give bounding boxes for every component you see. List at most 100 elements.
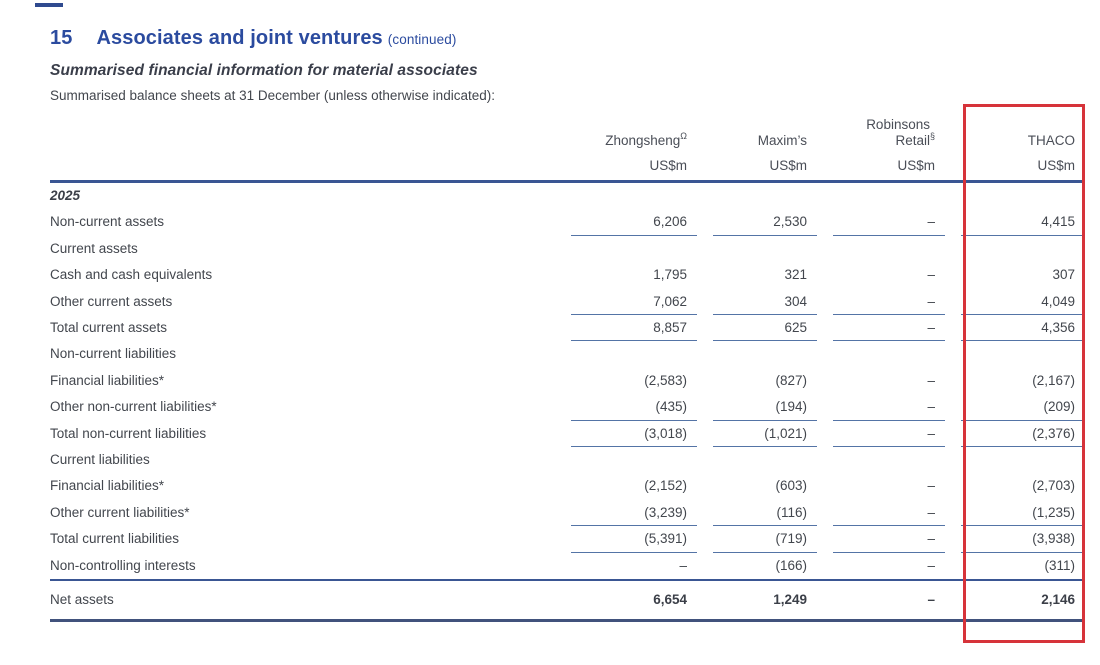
value-cell: – (817, 394, 945, 421)
row-label: Current assets (50, 240, 138, 256)
value-cell: 307 (1052, 267, 1075, 283)
row-label: Other non-current liabilities* (50, 399, 217, 415)
footnote-marker: Ω (680, 130, 687, 141)
value-cell: 8,857 (555, 315, 697, 342)
value-cell (555, 236, 697, 262)
column-header-maxims: Maxim’s US$m (697, 117, 817, 183)
value-cell: (311) (1044, 557, 1075, 573)
value-cell: (2,583) (644, 372, 687, 388)
section-subtitle: Summarised financial information for mat… (50, 62, 478, 79)
table-row: Other non-current liabilities* (435) (194)… (50, 394, 1085, 421)
row-label: Other current assets (50, 293, 173, 309)
value-cell (555, 447, 697, 473)
value-cell: (2,376) (945, 421, 1085, 448)
value-cell (697, 447, 817, 473)
value-cell: (3,239) (555, 500, 697, 527)
table-body: 2025 Non-current assets 6,206 2,530–4,415 Cu… (50, 182, 1085, 581)
value-cell: (2,152) (644, 478, 687, 494)
value-cell: – (817, 526, 945, 553)
value-cell: 1,249 (697, 579, 817, 623)
table-row: Current liabilities (50, 447, 1085, 473)
value-cell: (603) (775, 478, 807, 494)
value-cell: 4,049 (945, 289, 1085, 316)
value-cell: (3,938) (945, 526, 1085, 553)
column-unit: US$m (1037, 158, 1075, 173)
value-cell: (3,018) (555, 421, 697, 448)
value-cell: – (679, 557, 687, 573)
value-cell: 2,146 (945, 579, 1085, 623)
value-cell (945, 182, 1085, 210)
column-unit: US$m (897, 158, 935, 173)
value-cell: – (817, 500, 945, 527)
table-row: Total non-current liabilities (3,018) (1,0… (50, 421, 1085, 448)
section-continued-label: (continued) (387, 32, 457, 47)
balance-sheet-table: ZhongshengΩ US$m Maxim’s US$m Robinsons … (50, 117, 1085, 623)
value-cell: (194) (697, 394, 817, 421)
table-row: Non-controlling interests – (166) – (311) (50, 553, 1085, 580)
value-cell: (435) (555, 394, 697, 421)
row-label: Total non-current liabilities (50, 425, 207, 441)
value-cell: – (817, 289, 945, 316)
table-row: Current assets (50, 236, 1085, 262)
value-cell: 625 (697, 315, 817, 342)
value-cell (817, 182, 945, 210)
value-cell: (1,235) (945, 500, 1085, 527)
value-cell: – (817, 209, 945, 236)
table-row: Total current assets 8,857 625–4,356 (50, 315, 1085, 342)
net-assets-row: Net assets 6,654 1,249 – 2,146 (50, 579, 1085, 623)
row-label: Other current liabilities* (50, 504, 190, 520)
value-cell: (1,021) (697, 421, 817, 448)
value-cell: – (817, 315, 945, 342)
footnote-marker: § (929, 130, 935, 141)
row-label: Financial liabilities* (50, 372, 165, 388)
row-label: Total current liabilities (50, 531, 180, 547)
value-cell: (166) (775, 557, 807, 573)
table-row: Financial liabilities* (2,583) (827) – (2,16… (50, 368, 1085, 394)
row-label: Total current assets (50, 320, 168, 336)
table-total-section: Net assets 6,654 1,249 – 2,146 (50, 579, 1085, 623)
page-top-rule (35, 3, 63, 7)
table-row: Non-current liabilities (50, 341, 1085, 367)
header-empty-cell (50, 117, 555, 183)
row-label: Non-current assets (50, 214, 165, 230)
value-cell: (5,391) (555, 526, 697, 553)
value-cell: 6,654 (555, 579, 697, 623)
value-cell (697, 341, 817, 367)
section-title: Associates and joint ventures (96, 27, 383, 49)
column-header-thaco: THACO US$m (945, 117, 1085, 183)
value-cell: (209) (945, 394, 1085, 421)
value-cell: 321 (784, 267, 807, 283)
value-cell: 7,062 (555, 289, 697, 316)
column-header-zhongsheng: ZhongshengΩ US$m (555, 117, 697, 183)
table-row: Total current liabilities (5,391) (719) – (3… (50, 526, 1085, 553)
value-cell (945, 236, 1085, 262)
value-cell: – (817, 579, 945, 623)
value-cell (817, 236, 945, 262)
value-cell (945, 341, 1085, 367)
row-label: Non-controlling interests (50, 557, 196, 573)
value-cell: (719) (697, 526, 817, 553)
column-unit: US$m (649, 158, 687, 173)
value-cell: 4,415 (945, 209, 1085, 236)
table-row: Other current liabilities* (3,239) (116) –(… (50, 500, 1085, 527)
value-cell: 304 (697, 289, 817, 316)
value-cell: (116) (697, 500, 817, 527)
table-row: Cash and cash equivalents 1,795 321 – 307 (50, 262, 1085, 288)
value-cell (555, 182, 697, 210)
value-cell (817, 447, 945, 473)
table-row: Other current assets 7,062 304–4,049 (50, 289, 1085, 316)
table-row: Financial liabilities* (2,152) (603) – (2,70… (50, 473, 1085, 499)
value-cell: – (927, 557, 935, 573)
value-cell: – (817, 421, 945, 448)
intro-text: Summarised balance sheets at 31 December… (50, 88, 495, 103)
row-label: 2025 (50, 188, 81, 203)
table-row: 2025 (50, 182, 1085, 210)
value-cell: (2,167) (1032, 372, 1075, 388)
row-label: Cash and cash equivalents (50, 267, 213, 283)
value-cell: – (927, 478, 935, 494)
value-cell: (827) (775, 372, 807, 388)
section-number: 15 (50, 27, 73, 49)
value-cell: – (927, 267, 935, 283)
value-cell: – (927, 372, 935, 388)
